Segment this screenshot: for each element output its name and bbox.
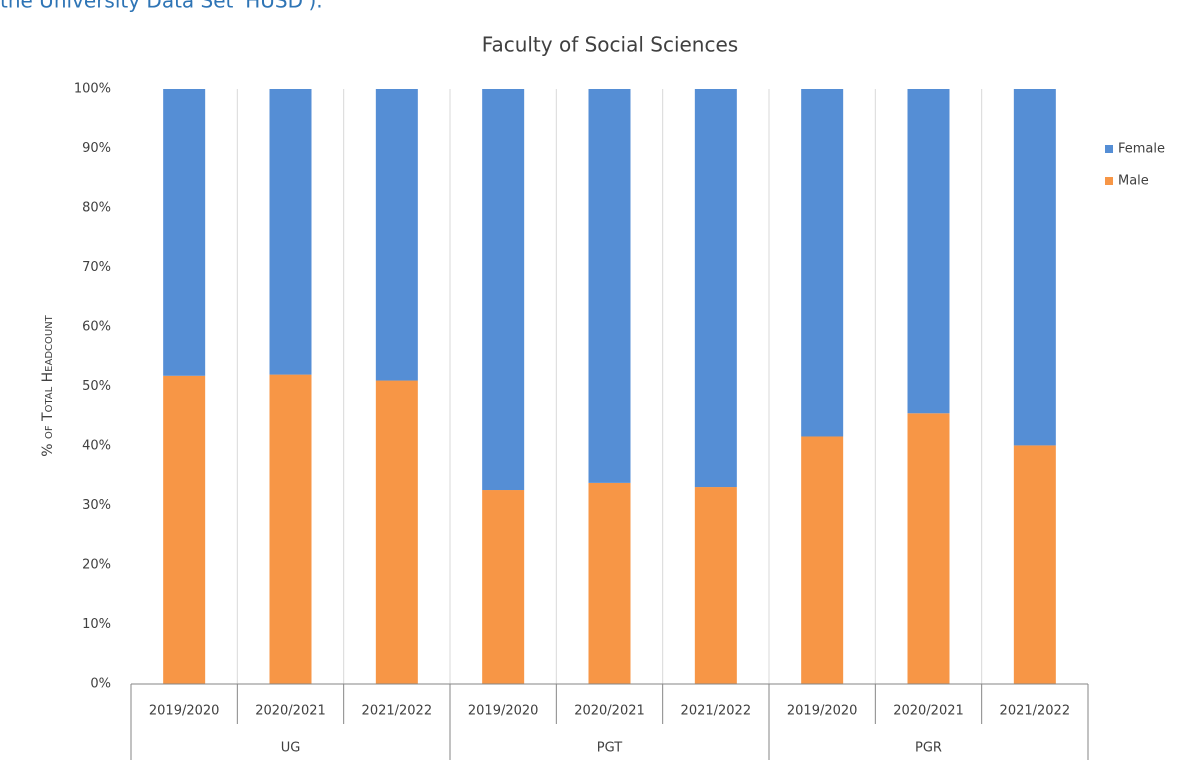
caption: the University Data Set 'HUSD'). <box>0 0 323 13</box>
y-tick-label: 40% <box>82 439 111 454</box>
group-label: PGR <box>915 741 942 756</box>
group-label: PGT <box>597 741 622 756</box>
y-tick-label: 30% <box>82 498 111 513</box>
y-axis-label: % of Total Headcount <box>40 314 56 456</box>
bar-segment <box>375 380 418 684</box>
bar-segment <box>907 89 950 414</box>
bar-segment <box>1013 89 1056 446</box>
y-tick-label: 50% <box>82 379 111 394</box>
bar-segment <box>1013 445 1056 684</box>
chart-title: Faculty of Social Sciences <box>482 33 738 57</box>
bar-segment <box>269 374 312 684</box>
x-tick-label: 2021/2022 <box>1000 704 1071 719</box>
y-tick-label: 70% <box>82 260 111 275</box>
legend-label: Female <box>1118 142 1165 157</box>
bar-segment <box>801 89 844 437</box>
legend-swatch <box>1105 177 1113 185</box>
legend-swatch <box>1105 145 1113 153</box>
y-tick-label: 60% <box>82 320 111 335</box>
x-tick-label: 2021/2022 <box>681 704 752 719</box>
bar-segment <box>482 490 525 684</box>
group-label: UG <box>281 741 301 756</box>
x-tick-label: 2020/2021 <box>574 704 645 719</box>
bar-segment <box>163 375 206 684</box>
legend-label: Male <box>1118 174 1149 189</box>
bar-segment <box>269 89 312 375</box>
y-tick-label: 10% <box>82 617 111 632</box>
bar-segment <box>588 482 631 684</box>
bar-segment <box>907 413 950 684</box>
x-tick-label: 2020/2021 <box>255 704 326 719</box>
y-tick-label: 90% <box>82 141 111 156</box>
bar-segment <box>163 89 206 376</box>
y-tick-label: 20% <box>82 558 111 573</box>
x-tick-label: 2019/2020 <box>787 704 858 719</box>
x-tick-label: 2020/2021 <box>893 704 964 719</box>
bar-segment <box>375 89 418 381</box>
x-tick-label: 2019/2020 <box>149 704 220 719</box>
bar-segment <box>694 487 737 684</box>
y-tick-label: 100% <box>74 82 111 97</box>
bar-segment <box>588 89 631 483</box>
x-tick-label: 2021/2022 <box>362 704 433 719</box>
y-tick-label: 0% <box>90 677 111 692</box>
y-tick-label: 80% <box>82 201 111 216</box>
x-tick-label: 2019/2020 <box>468 704 539 719</box>
bar-segment <box>694 89 737 488</box>
bar-segment <box>801 436 844 684</box>
bar-segment <box>482 89 525 491</box>
